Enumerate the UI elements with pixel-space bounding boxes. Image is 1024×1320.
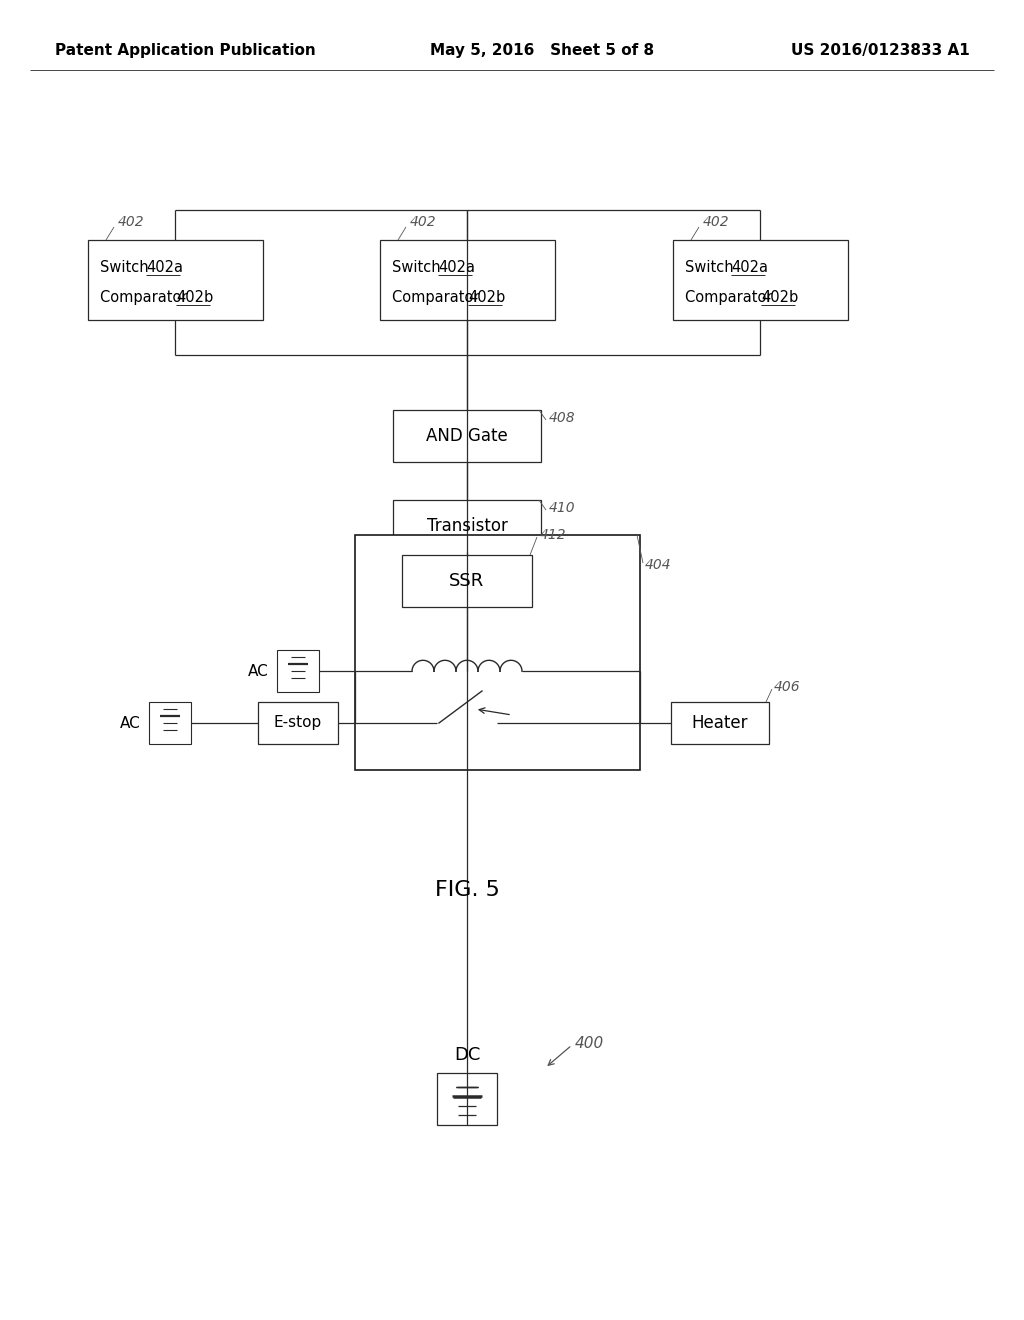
Text: 412: 412 (540, 528, 566, 543)
Text: SSR: SSR (450, 572, 484, 590)
Bar (150, 702, 191, 744)
Text: Switch: Switch (685, 260, 738, 276)
Text: 400: 400 (575, 1035, 604, 1051)
Text: May 5, 2016   Sheet 5 of 8: May 5, 2016 Sheet 5 of 8 (430, 42, 654, 58)
Text: 410: 410 (549, 502, 575, 515)
Text: 402a: 402a (731, 260, 768, 276)
Bar (278, 651, 319, 692)
Bar (380, 240, 555, 319)
Text: Comparator: Comparator (685, 290, 777, 305)
Bar (393, 500, 541, 552)
Text: E-stop: E-stop (273, 715, 323, 730)
Text: FIG. 5: FIG. 5 (434, 880, 500, 900)
Text: Switch: Switch (100, 260, 154, 276)
Bar (671, 702, 769, 744)
Text: Patent Application Publication: Patent Application Publication (55, 42, 315, 58)
Text: AC: AC (248, 664, 269, 678)
Bar (393, 411, 541, 462)
Text: AND Gate: AND Gate (426, 426, 508, 445)
Text: DC: DC (454, 1045, 480, 1064)
Text: US 2016/0123833 A1: US 2016/0123833 A1 (792, 42, 970, 58)
Text: 402: 402 (703, 215, 730, 228)
Text: 404: 404 (645, 558, 672, 572)
Text: 408: 408 (549, 411, 575, 425)
Text: 406: 406 (774, 680, 801, 694)
Bar (258, 702, 338, 744)
Bar (402, 554, 532, 607)
Text: 402b: 402b (176, 290, 213, 305)
Text: 402b: 402b (468, 290, 505, 305)
Text: 402b: 402b (761, 290, 799, 305)
Bar (355, 535, 640, 770)
Text: AC: AC (120, 715, 141, 730)
Text: 402a: 402a (146, 260, 183, 276)
Bar (437, 1073, 497, 1125)
Text: 402: 402 (410, 215, 436, 228)
Text: 402: 402 (118, 215, 144, 228)
Text: Comparator: Comparator (100, 290, 193, 305)
Text: Switch: Switch (392, 260, 445, 276)
Text: Heater: Heater (692, 714, 749, 733)
Text: Transistor: Transistor (427, 517, 508, 535)
Text: 402a: 402a (438, 260, 475, 276)
Text: Comparator: Comparator (392, 290, 484, 305)
Bar (673, 240, 848, 319)
Bar (88, 240, 263, 319)
